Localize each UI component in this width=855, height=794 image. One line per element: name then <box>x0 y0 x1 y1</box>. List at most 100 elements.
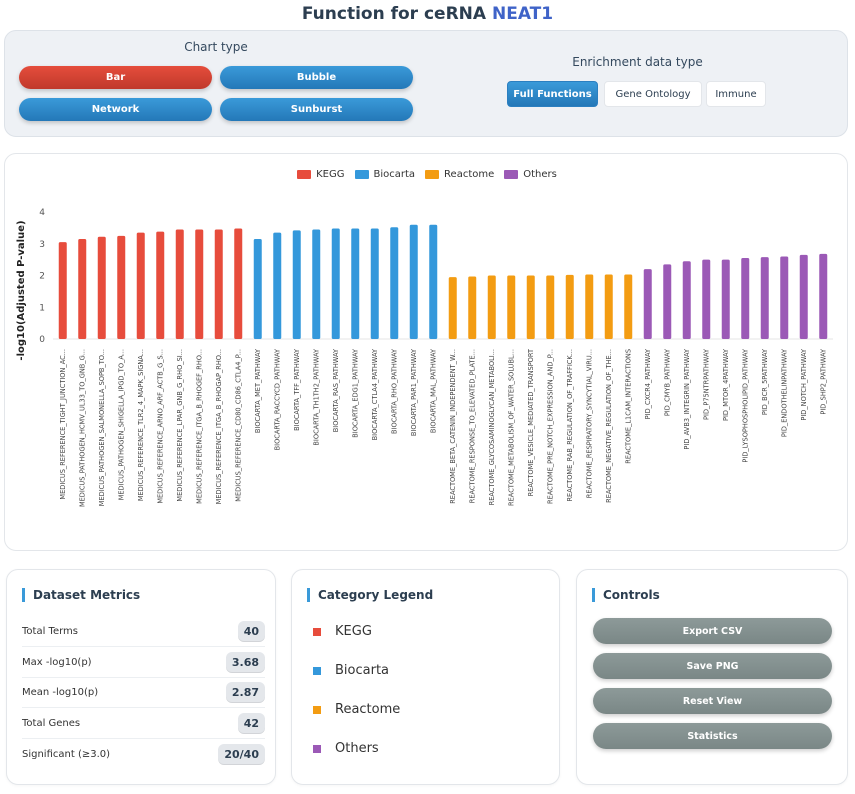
bar[interactable] <box>643 269 652 339</box>
bar[interactable] <box>136 232 145 339</box>
x-tick-label: REACTOME_PRE_NOTCH_EXPRESSION_AND_P... <box>546 349 554 504</box>
metric-value: 40 <box>237 621 265 642</box>
y-axis-label: -log10(Adjusted P-value) <box>16 220 27 360</box>
x-tick-label: MEDICUS_PATHOGEN_SALMONELLA_SOPB_TO... <box>98 349 106 506</box>
bar[interactable] <box>741 258 750 339</box>
bar[interactable] <box>253 238 262 339</box>
chart-type-bar-button[interactable]: Bar <box>19 66 212 89</box>
category-swatch <box>313 666 321 675</box>
bar[interactable] <box>234 228 243 339</box>
x-tick-label: PID_NOTCH_PATHWAY <box>800 348 808 421</box>
x-tick-label: REACTOME_NEGATIVE_REGULATION_OF_THE... <box>605 349 613 503</box>
legend-swatch <box>297 170 312 179</box>
bar[interactable] <box>624 274 633 339</box>
x-tick-label: BIOCARTA_TFF_PATHWAY <box>293 348 301 431</box>
y-tick-label: 1 <box>39 303 45 313</box>
save-png-button[interactable]: Save PNG <box>593 653 832 679</box>
bar[interactable] <box>58 242 67 339</box>
bar[interactable] <box>507 275 516 340</box>
x-tick-label: BIOCARTA_RAS_PATHWAY <box>332 348 340 432</box>
x-tick-label: PID_CMYB_PATHWAY <box>663 348 671 416</box>
x-tick-label: MEDICUS_REFERENCE_ARNO_ARF_ACTB_G_S... <box>156 349 164 504</box>
bar[interactable] <box>604 274 613 339</box>
bar[interactable] <box>117 235 126 339</box>
x-tick-label: MEDICUS_REFERENCE_LPAR_GNB_G_RHO_SI... <box>176 349 184 502</box>
bar[interactable] <box>214 229 223 339</box>
metric-row-total-terms: Total Terms 40 <box>22 617 265 647</box>
metric-value: 20/40 <box>218 743 265 765</box>
category-item-biocarta: Biocarta <box>313 663 389 678</box>
metric-label: Mean -log10(p) <box>22 687 99 698</box>
bar[interactable] <box>702 259 711 339</box>
x-tick-label: BIOCARTA_PAR1_PATHWAY <box>410 348 418 436</box>
bar[interactable] <box>97 236 106 339</box>
title-gene: NEAT1 <box>491 4 554 24</box>
bar[interactable] <box>526 275 535 340</box>
legend-item-kegg[interactable]: KEGG <box>297 169 345 180</box>
bar[interactable] <box>819 253 828 339</box>
bar[interactable] <box>370 228 379 339</box>
metric-value: 2.87 <box>225 682 265 703</box>
x-tick-label: MEDICUS_REFERENCE_TLR2_4_MAPK_SIGNA... <box>137 349 145 501</box>
x-tick-label: REACTOME_METABOLISM_OF_WATER_SOLUBL... <box>507 349 515 506</box>
bar[interactable] <box>546 275 555 340</box>
controls-card: Controls Export CSV Save PNG Reset View … <box>576 569 848 785</box>
x-tick-label: REACTOME_L1CAM_INTERACTIONS <box>624 349 632 464</box>
reset-view-button[interactable]: Reset View <box>593 688 832 714</box>
bar[interactable] <box>351 228 360 339</box>
metric-label: Significant (≥3.0) <box>22 748 111 760</box>
legend-label: Reactome <box>444 169 495 180</box>
bar[interactable] <box>331 228 340 339</box>
bar[interactable] <box>195 229 204 339</box>
bar[interactable] <box>448 277 457 339</box>
title-prefix: Function for ceRNA <box>301 4 492 24</box>
bar[interactable] <box>682 261 691 339</box>
legend-item-biocarta[interactable]: Biocarta <box>354 169 415 180</box>
bar[interactable] <box>156 231 165 339</box>
y-tick-label: 3 <box>39 240 45 250</box>
bar[interactable] <box>565 274 574 339</box>
x-tick-label: PID_CXCR4_PATHWAY <box>644 348 652 419</box>
bar[interactable] <box>292 230 301 339</box>
x-tick-label: PID_SHP2_PATHWAY <box>819 348 827 415</box>
enrichment-gene-ontology-button[interactable]: Gene Ontology <box>604 81 702 107</box>
bar[interactable] <box>487 275 496 340</box>
category-label: Reactome <box>335 702 401 717</box>
bar-chart: 0 1 2 3 4 -log10(Adjusted P-value) MEDICUS_REF… <box>16 208 833 507</box>
bar[interactable] <box>175 229 184 339</box>
bar[interactable] <box>663 264 672 339</box>
bar[interactable] <box>799 254 808 339</box>
bar[interactable] <box>273 232 282 339</box>
bar[interactable] <box>760 257 769 339</box>
metric-row-significant: Significant (≥3.0) 20/40 <box>22 739 265 769</box>
chart-type-network-button[interactable]: Network <box>19 98 212 121</box>
legend-item-others[interactable]: Others <box>504 169 557 180</box>
x-tick-label: PID_AVB3_INTEGRIN_PATHWAY <box>683 348 691 450</box>
bar[interactable] <box>312 229 321 339</box>
chart-type-sunburst-button[interactable]: Sunburst <box>220 98 413 121</box>
legend-item-reactome[interactable]: Reactome <box>425 169 494 180</box>
x-tick-label: BIOCARTA_MAL_PATHWAY <box>429 348 437 433</box>
bar[interactable] <box>390 227 399 339</box>
export-csv-button[interactable]: Export CSV <box>593 618 832 644</box>
x-tick-label: BIOCARTA_RHO_PATHWAY <box>390 348 398 434</box>
bar[interactable] <box>78 238 87 339</box>
bar[interactable] <box>780 256 789 339</box>
y-tick-label: 4 <box>39 208 45 218</box>
chart-type-label: Chart type <box>184 40 248 54</box>
x-tick-label: MEDICUS_REFERENCE_ITGA_B_RHOGEF_RHO... <box>195 349 203 504</box>
statistics-button[interactable]: Statistics <box>593 723 832 749</box>
category-label: Biocarta <box>335 663 390 678</box>
category-item-kegg: KEGG <box>313 624 372 639</box>
bar[interactable] <box>429 224 438 339</box>
bar[interactable] <box>409 224 418 339</box>
enrichment-immune-button[interactable]: Immune <box>706 81 766 107</box>
legend-swatch <box>354 170 369 179</box>
dataset-metrics-card: Dataset Metrics Total Terms 40 Max -log10… <box>6 569 276 785</box>
x-tick-label: REACTOME_BETA_CATENIN_INDEPENDENT_W... <box>449 349 457 504</box>
enrichment-full-functions-button[interactable]: Full Functions <box>507 81 598 107</box>
bar[interactable] <box>468 276 477 339</box>
bar[interactable] <box>585 274 594 339</box>
chart-type-bubble-button[interactable]: Bubble <box>220 66 413 89</box>
bar[interactable] <box>721 259 730 339</box>
